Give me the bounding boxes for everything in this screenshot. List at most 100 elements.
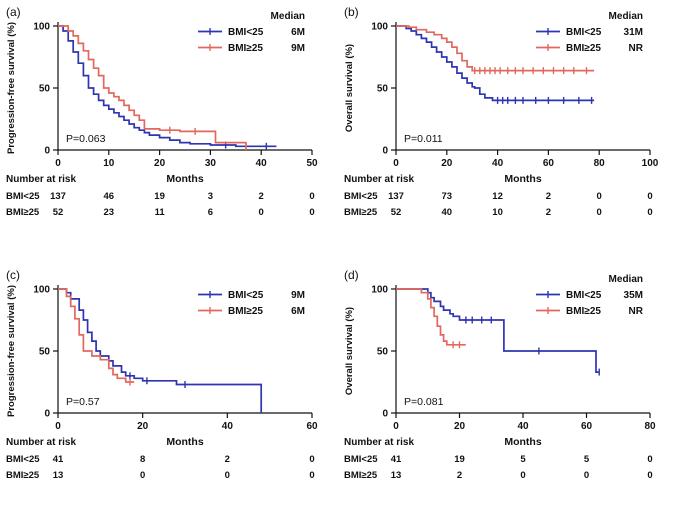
y-axis-label: Progression-free survival (%) — [6, 285, 17, 417]
risk-count: 41 — [391, 454, 402, 465]
km-curve — [58, 25, 277, 148]
x-tick-label: 40 — [256, 158, 268, 169]
y-tick-label: 0 — [382, 409, 388, 420]
risk-count: 52 — [53, 207, 64, 218]
risk-count: 2 — [259, 191, 264, 202]
risk-count: 2 — [225, 454, 230, 465]
axes — [391, 285, 651, 418]
x-tick-label: 50 — [306, 158, 318, 169]
panel-letter: (b) — [344, 5, 359, 19]
p-value: P=0.57 — [66, 396, 100, 408]
risk-count: 0 — [309, 454, 314, 465]
risk-table-title: Number at risk — [6, 437, 76, 448]
legend-title: Median — [609, 11, 643, 22]
y-tick-label: 50 — [377, 84, 389, 95]
risk-count: 41 — [53, 454, 64, 465]
x-tick-label: 0 — [55, 421, 61, 432]
risk-table: Number at risk Months BMI<25 41 8 2 0 BMI≥25 13 0… — [6, 436, 315, 481]
y-tick-label: 50 — [377, 347, 389, 358]
risk-count: 2 — [457, 470, 462, 481]
panel-letter: (a) — [6, 5, 21, 19]
risk-count: 46 — [104, 191, 115, 202]
legend-series-name: BMI≥25 — [566, 43, 601, 54]
p-value: P=0.011 — [404, 133, 443, 145]
x-tick-label: 10 — [103, 158, 115, 169]
risk-count: 0 — [647, 454, 652, 465]
legend-series-name: BMI≥25 — [228, 306, 263, 317]
risk-count: 5 — [584, 454, 590, 465]
risk-count: 0 — [309, 470, 314, 481]
y-tick-label: 50 — [39, 347, 51, 358]
risk-table: Number at risk Months BMI<25 137 73 12 2 0 0 BMI≥… — [344, 173, 653, 218]
risk-count: 13 — [391, 470, 402, 481]
series-bmi-ge25 — [58, 288, 135, 386]
risk-count: 0 — [520, 470, 525, 481]
p-value: P=0.081 — [404, 396, 444, 408]
risk-table-title: Number at risk — [344, 437, 414, 448]
legend: Median BMI<25 35M BMI≥25 NR — [536, 274, 644, 317]
km-curve — [396, 288, 466, 346]
legend-median-value: NR — [629, 43, 644, 54]
series-bmi-lt25 — [396, 288, 600, 376]
y-axis-label: Overall survival (%) — [344, 44, 355, 132]
y-tick-label: 100 — [371, 22, 388, 33]
risk-count: 11 — [155, 207, 166, 218]
axes — [53, 285, 313, 418]
legend-median-value: 9M — [291, 43, 305, 54]
panel-letter: (c) — [6, 268, 20, 282]
axes — [391, 22, 651, 155]
panel-a: (a) 0 50 100 0 10 20 30 40 50 Progression-free sur… — [0, 0, 338, 263]
risk-count: 23 — [104, 207, 115, 218]
x-axis-label: Months — [166, 436, 203, 448]
x-axis-label: Months — [504, 173, 541, 185]
risk-count: 0 — [647, 191, 652, 202]
axes — [53, 22, 313, 155]
legend-series-name: BMI≥25 — [566, 306, 601, 317]
x-tick-label: 20 — [454, 421, 466, 432]
risk-count: 5 — [520, 454, 526, 465]
risk-count: 6 — [208, 207, 213, 218]
risk-count: 0 — [597, 191, 602, 202]
legend-title: Median — [609, 274, 643, 285]
x-tick-label: 20 — [441, 158, 453, 169]
legend-median-value: 9M — [291, 290, 305, 301]
risk-count: 0 — [647, 470, 652, 481]
legend: BMI<25 9M BMI≥25 6M — [198, 290, 305, 317]
panel-b: (b) 0 50 100 0 20 40 60 80 100 Overall survival (%… — [338, 0, 676, 263]
risk-row-label: BMI≥25 — [6, 207, 40, 218]
x-axis-label: Months — [166, 173, 203, 185]
risk-row-label: BMI<25 — [344, 454, 378, 465]
risk-count: 0 — [584, 470, 589, 481]
legend-series-name: BMI≥25 — [228, 43, 263, 54]
legend-median-value: 35M — [624, 290, 643, 301]
y-axis-label: Overall survival (%) — [344, 307, 355, 395]
series-bmi-lt25 — [396, 25, 595, 104]
risk-count: 10 — [492, 207, 503, 218]
risk-table: Number at risk Months BMI<25 41 19 5 5 0 BMI≥25 1… — [344, 436, 653, 481]
risk-count: 52 — [391, 207, 402, 218]
panel-c: (c) 0 50 100 0 20 40 60 Progression-free surviva… — [0, 263, 338, 527]
legend-series-name: BMI<25 — [228, 27, 264, 38]
risk-count: 2 — [546, 191, 551, 202]
risk-row-label: BMI<25 — [6, 191, 40, 202]
km-curve — [396, 288, 600, 373]
y-tick-label: 100 — [371, 285, 388, 296]
legend-median-value: NR — [629, 306, 644, 317]
risk-row-label: BMI≥25 — [6, 470, 40, 481]
series-bmi-ge25 — [58, 25, 247, 150]
series-bmi-ge25 — [396, 288, 466, 349]
legend-median-value: 6M — [291, 27, 305, 38]
risk-table-title: Number at risk — [344, 174, 414, 185]
x-tick-label: 60 — [306, 421, 318, 432]
legend: Median BMI<25 6M BMI≥25 9M — [198, 11, 305, 54]
risk-count: 3 — [208, 191, 213, 202]
y-tick-label: 0 — [44, 409, 50, 420]
risk-count: 137 — [50, 191, 66, 202]
x-tick-label: 80 — [594, 158, 606, 169]
x-tick-label: 100 — [642, 158, 659, 169]
risk-count: 0 — [309, 191, 314, 202]
